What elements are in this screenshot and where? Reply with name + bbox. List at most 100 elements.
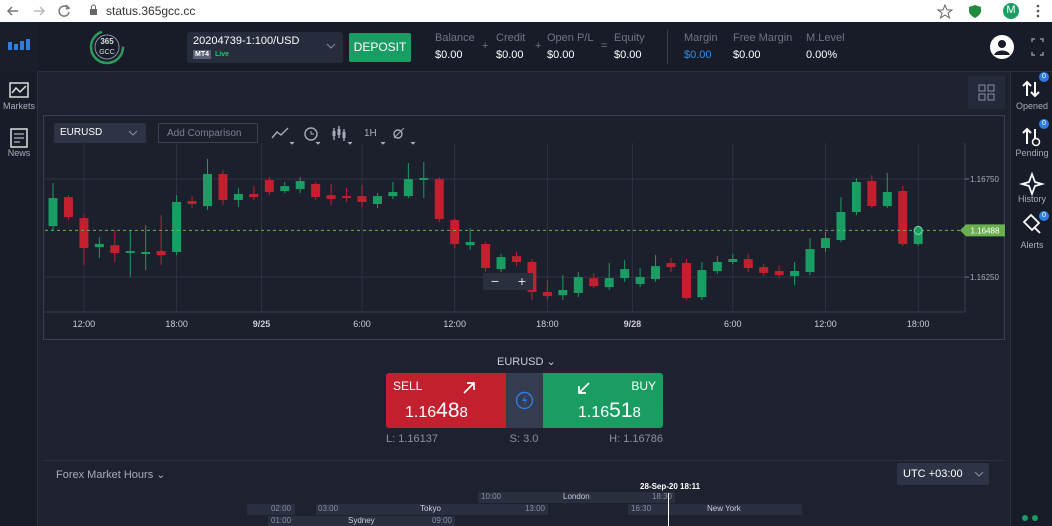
session-bar: 01:00 Sydney 09:00 [268, 516, 455, 526]
zoom-out[interactable]: − [491, 273, 499, 289]
candle-body [728, 259, 738, 262]
candle-body [63, 197, 73, 218]
buy-label: BUY [631, 379, 656, 393]
platform-badge: MT4 [193, 50, 211, 59]
right-sidebar: 0 Opened 0 Pending History 0 Alerts [1010, 72, 1052, 526]
stat-value: $0.00 [684, 49, 712, 61]
timezone: UTC +03:00 [903, 468, 963, 480]
sell-button[interactable]: SELL 1.16488 [386, 373, 506, 428]
candle-body [712, 262, 722, 272]
timeframe[interactable]: 1H [364, 128, 377, 139]
candle-body [264, 180, 274, 192]
stat-label: Margin [684, 32, 718, 44]
stat-operator: + [482, 40, 489, 52]
session-bar: 03:00 Tokyo 13:00 [316, 504, 548, 515]
status-dots [1022, 515, 1038, 521]
candle-body [94, 243, 104, 248]
account-id: 20204739-1:100/USD [193, 35, 300, 47]
profile-initial[interactable]: M [1006, 4, 1016, 16]
candle-body [589, 278, 599, 287]
candle-body [836, 212, 846, 241]
live-status: Live [215, 51, 230, 58]
market-hours-toggle[interactable]: Forex Market Hours ⌄ [56, 469, 166, 481]
account-select[interactable]: 20204739-1:100/USD MT4 Live [187, 32, 343, 63]
sell-label: SELL [393, 379, 423, 393]
nav-label[interactable]: Alerts [1020, 240, 1044, 250]
candle-body [635, 277, 645, 284]
deposit-button[interactable]: DEPOSIT [349, 33, 411, 62]
browser-icons [6, 4, 97, 17]
badge: 0 [1042, 120, 1046, 127]
x-tick-label: 12:00 [814, 319, 837, 329]
x-tick-label: 9/25 [253, 319, 271, 329]
candle-body [187, 201, 197, 204]
y-tick-label: 1.16250 [970, 273, 999, 282]
separator [43, 460, 1005, 461]
candle-body [774, 271, 784, 276]
candle-body [666, 262, 676, 268]
x-tick-label: 18:00 [907, 319, 930, 329]
trade-symbol[interactable]: EURUSD ⌄ [497, 356, 556, 368]
buy-button[interactable]: BUY 1.16518 [543, 373, 663, 428]
session-name: New York [707, 504, 741, 513]
symbol-select[interactable]: EURUSD [54, 123, 146, 143]
candle-body [249, 193, 259, 198]
candle-body [233, 193, 243, 201]
candle-body [110, 245, 120, 253]
nav-label[interactable]: News [7, 148, 31, 158]
stat-value: $0.00 [614, 49, 642, 61]
candle-body [172, 202, 182, 252]
logo: 365 GCC [89, 29, 125, 65]
nav-label[interactable]: History [1017, 194, 1046, 204]
price-pips: 48 [436, 399, 460, 422]
url[interactable]: status.365gcc.cc [106, 4, 196, 18]
stat-label: Free Margin [733, 32, 793, 44]
layout-button[interactable] [968, 76, 1005, 109]
app-header [0, 22, 1052, 72]
one-click-toggle[interactable] [506, 373, 543, 428]
session-bar: 02:00 [247, 504, 295, 515]
candle-body [620, 269, 630, 279]
candle-body [867, 181, 877, 207]
nav-label[interactable]: Markets [2, 101, 35, 111]
nav-label[interactable]: Opened [1015, 101, 1049, 111]
timezone-select[interactable]: UTC +03:00 [897, 463, 989, 485]
price-pips: 51 [609, 399, 633, 422]
stat-value: $0.00 [435, 49, 463, 61]
candle-body [759, 267, 769, 273]
session-bar: 10:00 London 18:30 [478, 492, 675, 503]
logo-text: 365 [100, 37, 114, 46]
day-high: H: 1.16786 [609, 433, 663, 445]
session-start: 10:00 [481, 492, 502, 501]
x-tick-label: 6:00 [724, 319, 742, 329]
candle-body [218, 173, 228, 201]
candle-body [882, 192, 892, 207]
candle-body [542, 292, 552, 297]
day-low: L: 1.16137 [386, 433, 438, 445]
browser-tools [936, 3, 1040, 20]
candle-body [434, 179, 444, 220]
candle-body [450, 220, 460, 244]
last-price-label: 1.16488 [971, 226, 1000, 235]
candle-body [573, 277, 583, 293]
candle-body [697, 270, 707, 298]
comparison-input[interactable]: Add Comparison [158, 123, 258, 143]
zoom-in[interactable]: + [518, 273, 526, 289]
stat-value: $0.00 [496, 49, 524, 61]
separator [667, 30, 668, 64]
nav-label[interactable]: Pending [1015, 148, 1049, 158]
candle-body [481, 243, 491, 269]
price-part: 8 [459, 404, 468, 421]
candle-body [913, 230, 923, 244]
candle-body [357, 196, 367, 202]
badge: 0 [1042, 73, 1046, 80]
price-part: 1.16 [405, 404, 437, 421]
candle-body [156, 251, 166, 256]
candle-body [79, 218, 89, 249]
candle-body [203, 173, 212, 207]
spread: S: 3.0 [509, 433, 539, 445]
current-time: 28-Sep-20 18:11 [640, 482, 701, 491]
candle-body [280, 186, 290, 192]
brand-tile [0, 22, 38, 72]
